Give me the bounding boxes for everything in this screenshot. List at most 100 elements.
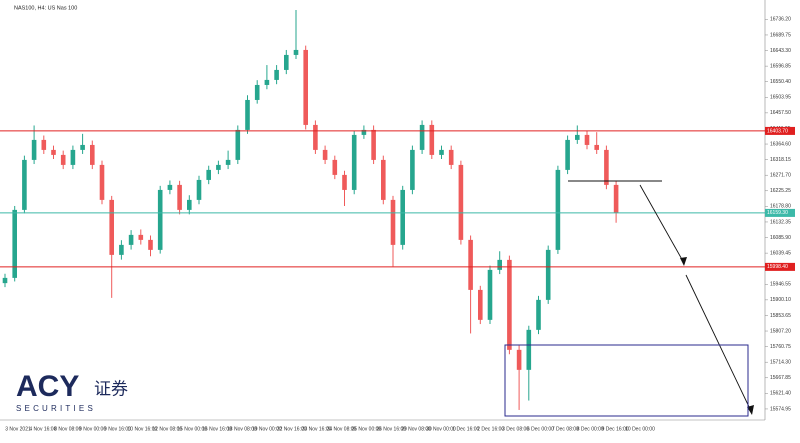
- candle-body: [99, 164, 105, 200]
- x-tick-label: 2 Dec 16:00: [477, 426, 504, 432]
- x-tick-label: 9 Dec 16:00: [602, 426, 629, 432]
- y-tick-label: 16550.40: [770, 79, 791, 85]
- candle-body: [342, 174, 347, 190]
- x-tick-label: 3 Nov 2021: [5, 426, 31, 432]
- candle-body: [284, 54, 289, 70]
- candle-body: [70, 149, 76, 165]
- y-tick-label: 15667.85: [770, 375, 791, 381]
- chart-title: NAS100, H4: US Nas 100: [14, 5, 77, 11]
- candle-body: [138, 234, 144, 240]
- x-tick-label: 24 Nov 08:00: [327, 426, 357, 432]
- candle-body: [313, 124, 318, 150]
- candle-body: [12, 209, 17, 278]
- candle-body: [2, 277, 8, 284]
- candle-body: [613, 184, 619, 213]
- x-tick-label: 22 Nov 16:00: [277, 426, 307, 432]
- candle-body: [361, 129, 367, 135]
- candle-body: [293, 49, 299, 55]
- candle-body: [507, 259, 512, 350]
- x-tick-label: 12 Nov 08:00: [152, 426, 182, 432]
- y-tick-label: 16643.30: [770, 48, 791, 54]
- logo-name: ACY: [16, 370, 79, 403]
- candle-body: [458, 164, 464, 240]
- candle-body: [148, 239, 153, 250]
- x-tick-label: 26 Nov 16:00: [376, 426, 406, 432]
- candle-body: [225, 159, 231, 165]
- candle-body: [545, 249, 551, 300]
- y-tick-label: 16085.90: [770, 235, 791, 241]
- candle-body: [410, 149, 415, 190]
- candle-body: [516, 349, 522, 370]
- arrow-head: [680, 257, 687, 266]
- candle-body: [381, 159, 386, 200]
- candle-body: [536, 299, 541, 330]
- candle-body: [157, 189, 163, 250]
- y-tick-label: 15621.40: [770, 391, 791, 397]
- plot: 15574.95 15621.40 15667.85 15714.30 15760.75…: [0, 10, 795, 432]
- candle-body: [332, 159, 338, 175]
- candle-body: [604, 149, 609, 185]
- level-tag: [765, 208, 795, 217]
- logo: ACY 证券 SECURITIES: [16, 370, 128, 413]
- candle-body: [235, 129, 241, 160]
- y-tick-label: 16689.75: [770, 32, 791, 38]
- x-tick-label: 16 Nov 16:00: [202, 426, 232, 432]
- logo-subtitle: SECURITIES: [16, 404, 96, 413]
- x-tick-label: 3 Dec 08:00: [502, 426, 529, 432]
- candle-body: [22, 159, 27, 210]
- candle-body: [303, 49, 308, 125]
- y-tick-label: 16225.25: [770, 188, 791, 194]
- y-tick-label: 15714.30: [770, 360, 791, 366]
- candle-body: [206, 169, 211, 180]
- candle-body: [448, 149, 454, 165]
- x-tick-label: 30 Nov 00:00: [426, 426, 456, 432]
- arrow: [685, 274, 752, 412]
- candle-body: [584, 134, 590, 145]
- candle-body: [167, 184, 173, 190]
- x-tick-label: 19 Nov 00:00: [252, 426, 282, 432]
- x-tick-label: 18 Nov 08:00: [227, 426, 257, 432]
- candle-body: [254, 84, 260, 100]
- candle-body: [80, 144, 85, 150]
- level-label: 16403.70: [767, 128, 788, 134]
- y-tick-label: 16457.50: [770, 110, 791, 116]
- candle-body: [555, 169, 561, 250]
- candle-body: [487, 269, 493, 320]
- x-tick-label: 29 Nov 08:00: [401, 426, 431, 432]
- y-tick-label: 15900.10: [770, 297, 791, 303]
- y-tick-label: 16596.85: [770, 63, 791, 69]
- x-tick-label: 7 Dec 08:00: [552, 426, 579, 432]
- x-tick-label: 15 Nov 00:00: [177, 426, 207, 432]
- candle-body: [526, 329, 532, 370]
- x-tick-label: 9 Nov 00:00: [79, 426, 106, 432]
- candle-body: [216, 164, 221, 170]
- candle-body: [187, 199, 192, 210]
- candle-body: [419, 124, 425, 150]
- y-tick-label: 16736.20: [770, 17, 791, 23]
- y-tick-label: 16132.35: [770, 219, 791, 225]
- candle-body: [468, 239, 473, 290]
- level-label: 16159.30: [767, 210, 788, 216]
- candle-body: [60, 154, 66, 165]
- x-tick-label: 1 Dec 16:00: [452, 426, 479, 432]
- candle-body: [177, 184, 182, 210]
- candle-body: [439, 149, 444, 155]
- candle-body: [400, 189, 405, 245]
- candle-body: [371, 129, 376, 160]
- candle-body: [565, 139, 570, 170]
- x-tick-label: 10 Dec 00:00: [625, 426, 655, 432]
- y-tick-label: 15807.20: [770, 328, 791, 334]
- candle-body: [429, 124, 435, 155]
- x-tick-label: 4 Nov 16:00: [29, 426, 56, 432]
- y-tick-label: 15946.55: [770, 282, 791, 288]
- level-tag: [765, 262, 795, 271]
- y-tick-label: 16503.95: [770, 95, 791, 101]
- candle-body: [594, 144, 599, 150]
- x-tick-label: 6 Dec 00:00: [527, 426, 554, 432]
- y-tick-label: 16039.45: [770, 250, 791, 256]
- candle-body: [90, 144, 95, 165]
- x-tick-label: 9 Nov 16:00: [104, 426, 131, 432]
- zone-box: [504, 344, 749, 417]
- logo-chinese: 证券: [94, 379, 128, 398]
